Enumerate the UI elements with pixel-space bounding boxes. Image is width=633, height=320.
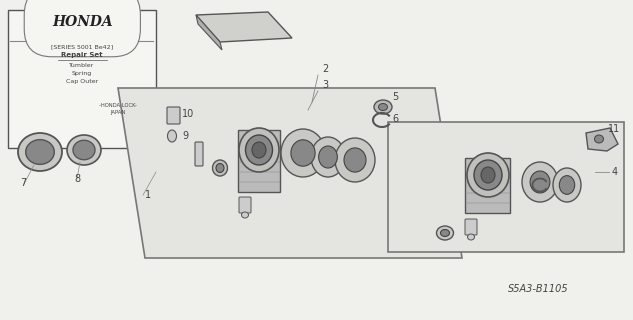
Ellipse shape: [553, 168, 581, 202]
Ellipse shape: [252, 142, 266, 158]
Ellipse shape: [437, 226, 453, 240]
Text: Spring: Spring: [72, 71, 92, 76]
Ellipse shape: [291, 140, 315, 166]
Ellipse shape: [67, 135, 101, 165]
Ellipse shape: [481, 167, 495, 183]
Text: S5A3-B1105: S5A3-B1105: [508, 284, 568, 294]
Ellipse shape: [379, 103, 387, 110]
Text: Repair Set: Repair Set: [61, 52, 103, 58]
Text: 7: 7: [20, 178, 26, 188]
Ellipse shape: [246, 135, 272, 165]
Ellipse shape: [239, 128, 279, 172]
Ellipse shape: [318, 146, 337, 168]
Text: 11: 11: [608, 124, 620, 134]
Text: HONDA: HONDA: [52, 15, 113, 29]
Ellipse shape: [26, 140, 54, 164]
Text: JAPAN: JAPAN: [110, 110, 125, 115]
Ellipse shape: [168, 130, 177, 142]
Text: 5: 5: [392, 92, 398, 102]
Text: 8: 8: [74, 174, 80, 184]
Text: [SERIES 5001 Be42]: [SERIES 5001 Be42]: [51, 44, 113, 49]
Ellipse shape: [18, 133, 62, 171]
Text: 1: 1: [145, 190, 151, 200]
Polygon shape: [465, 158, 510, 213]
FancyBboxPatch shape: [195, 142, 203, 166]
FancyBboxPatch shape: [465, 219, 477, 235]
Ellipse shape: [560, 176, 575, 194]
Ellipse shape: [213, 160, 227, 176]
Polygon shape: [196, 15, 222, 50]
Text: 3: 3: [322, 80, 328, 90]
Polygon shape: [586, 128, 618, 151]
Polygon shape: [118, 88, 462, 258]
Ellipse shape: [216, 164, 224, 172]
Ellipse shape: [281, 129, 325, 177]
Polygon shape: [238, 130, 280, 192]
Text: 10: 10: [182, 109, 194, 119]
Ellipse shape: [73, 140, 95, 160]
Ellipse shape: [441, 229, 449, 236]
Polygon shape: [388, 122, 624, 252]
Ellipse shape: [242, 212, 249, 218]
Polygon shape: [196, 12, 292, 42]
Ellipse shape: [335, 138, 375, 182]
Ellipse shape: [311, 137, 345, 177]
Ellipse shape: [522, 162, 558, 202]
Ellipse shape: [468, 234, 475, 240]
FancyBboxPatch shape: [167, 107, 180, 124]
Text: Tumbler: Tumbler: [70, 63, 94, 68]
Ellipse shape: [467, 153, 509, 197]
Ellipse shape: [344, 148, 366, 172]
Text: 9: 9: [182, 131, 188, 141]
FancyBboxPatch shape: [8, 10, 156, 148]
Ellipse shape: [594, 135, 603, 143]
Text: 4: 4: [612, 167, 618, 177]
Ellipse shape: [474, 160, 502, 190]
Text: Cap Outer: Cap Outer: [66, 79, 98, 84]
Text: 6: 6: [392, 114, 398, 124]
FancyBboxPatch shape: [239, 197, 251, 213]
Ellipse shape: [374, 100, 392, 114]
Ellipse shape: [530, 171, 550, 193]
Text: 2: 2: [322, 64, 329, 74]
Text: -HONDA LOCK-: -HONDA LOCK-: [99, 103, 137, 108]
